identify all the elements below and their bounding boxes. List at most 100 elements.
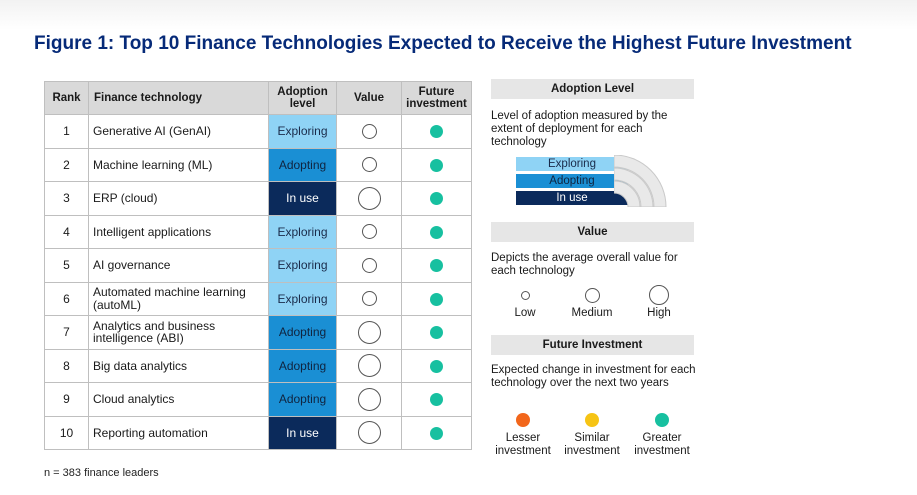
row-value xyxy=(336,181,402,216)
row-adoption-level: Adopting xyxy=(268,382,337,417)
row-technology: Cloud analytics xyxy=(88,382,269,417)
medium-value-ring-icon xyxy=(584,287,600,303)
legend-investment-lesser: Lesser investment xyxy=(488,408,558,458)
legend-investment-similar: Similar investment xyxy=(557,408,627,458)
row-value xyxy=(336,147,402,182)
legend-adopting-bar: Adopting xyxy=(516,174,628,188)
table-body: 1 Generative AI (GenAI) Exploring 2 Machine … xyxy=(44,114,472,450)
high-value-ring-icon xyxy=(649,285,669,305)
row-technology: AI governance xyxy=(88,248,269,283)
row-value xyxy=(336,281,402,316)
legend-value-medium-label: Medium xyxy=(571,307,613,319)
row-adoption-level: Exploring xyxy=(268,214,337,249)
low-value-ring-icon xyxy=(520,290,530,300)
row-technology: Reporting automation xyxy=(88,415,269,450)
legend-investment-similar-label: Similar investment xyxy=(564,432,620,457)
sample-note: n = 383 finance leaders xyxy=(44,467,159,479)
legend-adoption-title: Adoption Level xyxy=(491,79,694,99)
row-technology: Automated machine learning (autoML) xyxy=(88,281,269,316)
investment-greater-dot-icon xyxy=(430,359,443,373)
adoption-arc-icon xyxy=(614,155,667,207)
investment-greater-dot-icon xyxy=(430,259,443,273)
row-value xyxy=(336,382,402,417)
table-row: 2 Machine learning (ML) Adopting xyxy=(44,147,472,182)
row-future-investment xyxy=(401,114,472,149)
legend-investment-lesser-label: Lesser investment xyxy=(495,432,551,457)
investment-greater-dot-icon xyxy=(430,292,443,306)
row-rank: 5 xyxy=(44,248,89,283)
investment-greater-dot-icon xyxy=(430,225,443,239)
col-adoption: Adoption level xyxy=(268,81,337,115)
value-high-ring-icon xyxy=(357,387,381,411)
legend-value-medium: Medium xyxy=(557,283,627,320)
row-adoption-level: Exploring xyxy=(268,114,337,149)
table-row: 3 ERP (cloud) In use xyxy=(44,181,472,216)
value-medium-ring-icon xyxy=(361,224,377,240)
legend-investment-greater-label: Greater investment xyxy=(634,432,690,457)
legend-value-low: Low xyxy=(490,283,560,320)
row-rank: 4 xyxy=(44,214,89,249)
top-fade xyxy=(0,0,917,30)
legend-value-high-label: High xyxy=(647,307,671,319)
legend-investment-greater: Greater investment xyxy=(627,408,697,458)
table-header-row: Rank Finance technology Adoption level V… xyxy=(44,81,472,115)
legend-investment-title: Future Investment xyxy=(491,335,694,355)
row-future-investment xyxy=(401,147,472,182)
row-rank: 3 xyxy=(44,181,89,216)
table-row: 6 Automated machine learning (autoML) Expl… xyxy=(44,281,472,316)
investment-greater-dot-icon xyxy=(430,326,443,340)
row-technology: Big data analytics xyxy=(88,348,269,383)
row-technology: Analytics and business intelligence (ABI… xyxy=(88,315,269,350)
row-future-investment xyxy=(401,248,472,283)
row-future-investment xyxy=(401,415,472,450)
legend-exploring-bar: Exploring xyxy=(516,157,628,171)
row-rank: 9 xyxy=(44,382,89,417)
table-row: 1 Generative AI (GenAI) Exploring xyxy=(44,114,472,149)
row-rank: 6 xyxy=(44,281,89,316)
value-medium-ring-icon xyxy=(361,157,377,173)
value-medium-ring-icon xyxy=(361,291,377,307)
greater-investment-dot-icon xyxy=(655,413,669,427)
col-investment: Future investment xyxy=(401,81,472,115)
row-technology: ERP (cloud) xyxy=(88,181,269,216)
row-adoption-level: Adopting xyxy=(268,348,337,383)
row-value xyxy=(336,214,402,249)
row-rank: 1 xyxy=(44,114,89,149)
row-adoption-level: Exploring xyxy=(268,248,337,283)
row-technology: Generative AI (GenAI) xyxy=(88,114,269,149)
row-value xyxy=(336,348,402,383)
row-adoption-level: In use xyxy=(268,181,337,216)
legend-value-low-label: Low xyxy=(514,307,536,319)
legend-investment-desc: Expected change in investment for each t… xyxy=(491,364,696,389)
row-future-investment xyxy=(401,214,472,249)
value-high-ring-icon xyxy=(357,186,381,210)
value-medium-ring-icon xyxy=(361,123,377,139)
row-future-investment xyxy=(401,315,472,350)
investment-greater-dot-icon xyxy=(430,393,443,407)
legend-adoption-desc: Level of adoption measured by the extent… xyxy=(491,110,668,148)
investment-greater-dot-icon xyxy=(430,158,443,172)
investment-greater-dot-icon xyxy=(430,426,443,440)
row-value xyxy=(336,415,402,450)
row-technology: Machine learning (ML) xyxy=(88,147,269,182)
lesser-investment-dot-icon xyxy=(516,413,530,427)
value-medium-ring-icon xyxy=(361,257,377,273)
row-future-investment xyxy=(401,348,472,383)
investment-greater-dot-icon xyxy=(430,125,443,139)
legend-value-desc: Depicts the average overall value for ea… xyxy=(491,252,678,277)
technology-table: Rank Finance technology Adoption level V… xyxy=(44,81,472,450)
investment-greater-dot-icon xyxy=(430,192,443,206)
legend-value-title: Value xyxy=(491,222,694,242)
table-row: 9 Cloud analytics Adopting xyxy=(44,382,472,417)
table-row: 5 AI governance Exploring xyxy=(44,248,472,283)
row-future-investment xyxy=(401,281,472,316)
col-tech: Finance technology xyxy=(88,81,269,115)
row-rank: 10 xyxy=(44,415,89,450)
similar-investment-dot-icon xyxy=(585,413,599,427)
row-value xyxy=(336,315,402,350)
row-adoption-level: Exploring xyxy=(268,281,337,316)
row-future-investment xyxy=(401,181,472,216)
table-row: 7 Analytics and business intelligence (AB… xyxy=(44,315,472,350)
value-high-ring-icon xyxy=(357,320,381,344)
row-value xyxy=(336,248,402,283)
